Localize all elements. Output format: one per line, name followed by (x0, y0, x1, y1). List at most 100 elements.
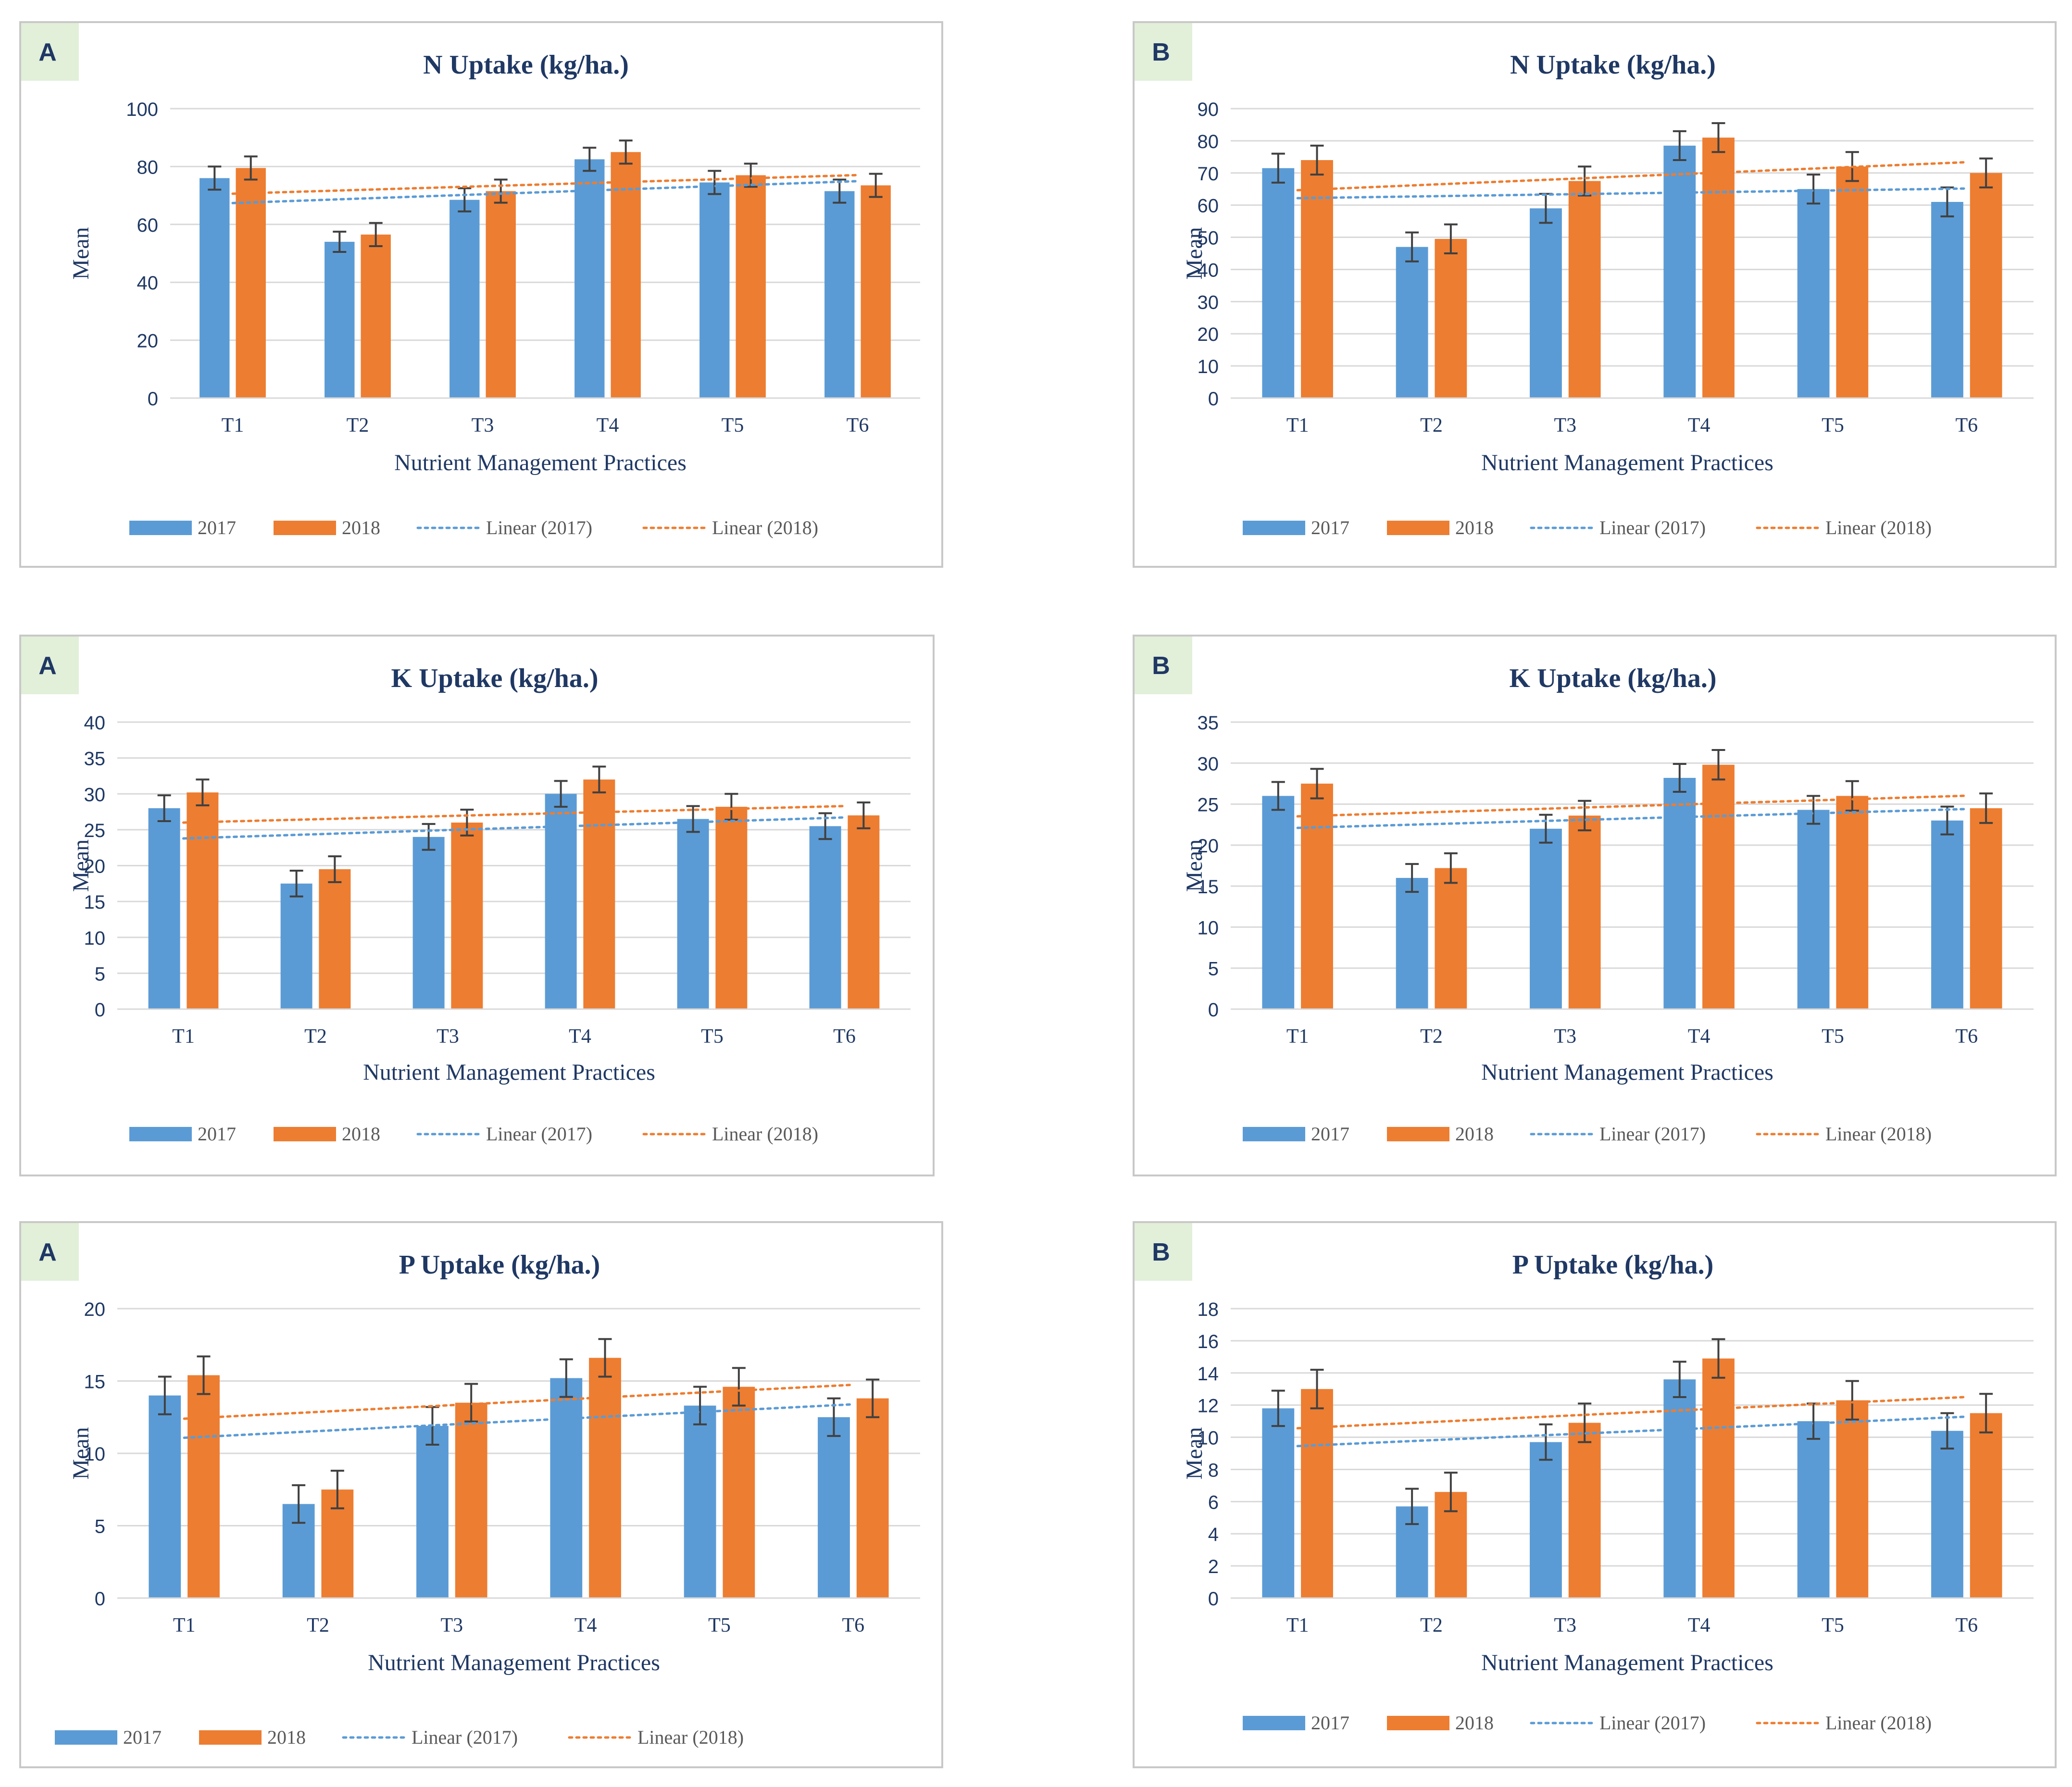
trendline-2018 (231, 174, 859, 195)
bar-2017-t6 (1931, 1431, 1963, 1598)
legend-label: Linear (2018) (1825, 1712, 1932, 1734)
bar-2018-t6 (1970, 1413, 2002, 1598)
x-tick-label: T1 (1286, 1614, 1309, 1637)
panel-label-badge (21, 23, 79, 81)
chart-svg: A K Uptake (kg/ha.) 0 5 10 15 20 25 30 35 40 Mean T1… (21, 637, 911, 1145)
panel-label: B (1152, 38, 1170, 66)
legend-swatch-2018 (199, 1730, 262, 1745)
legend-label: Linear (2017) (486, 1123, 592, 1145)
legend-label: Linear (2018) (637, 1726, 744, 1748)
x-tick-label: T6 (842, 1614, 865, 1637)
y-tick-label: 0 (1208, 1000, 1219, 1021)
y-tick-label: 50 (1198, 228, 1219, 249)
bar-2018-t3 (486, 191, 516, 398)
y-tick-label: 20 (137, 331, 159, 352)
bar-2018-t5 (1836, 166, 1869, 398)
y-tick-label: 10 (1198, 356, 1219, 377)
trendline-2018 (1296, 794, 1968, 818)
y-tick-label: 5 (1208, 959, 1219, 980)
x-tick-label: T3 (437, 1025, 459, 1048)
y-tick-label: 60 (1198, 196, 1219, 217)
legend-label: Linear (2017) (412, 1726, 518, 1748)
x-tick-label: T6 (1956, 414, 1978, 437)
x-tick-label: T3 (1554, 414, 1577, 437)
y-tick-label: 60 (137, 215, 159, 236)
y-tick-label: 16 (1198, 1331, 1219, 1352)
panel-label: A (38, 38, 57, 66)
y-tick-label: 90 (1198, 99, 1219, 120)
legend-label: 2018 (1455, 517, 1494, 538)
bar-2018-t4 (583, 779, 615, 1009)
bar-2018-t2 (319, 869, 351, 1009)
x-tick-label: T4 (1688, 1025, 1710, 1048)
bar-2017-t6 (824, 191, 855, 398)
x-tick-label: T4 (597, 414, 619, 437)
bar-2018-t6 (861, 185, 891, 398)
x-tick-label: T4 (1688, 1614, 1710, 1637)
bar-2018-t1 (1301, 160, 1333, 398)
bar-2017-t4 (574, 159, 605, 398)
y-tick-label: 100 (126, 99, 158, 120)
chart-title: P Uptake (kg/ha.) (1512, 1250, 1714, 1280)
x-axis-label: Nutrient Management Practices (1481, 1060, 1773, 1085)
bar-2017-t3 (1530, 828, 1562, 1009)
x-tick-label: T4 (574, 1614, 597, 1637)
legend-label: Linear (2017) (486, 517, 592, 538)
y-tick-label: 0 (148, 388, 158, 410)
y-tick-label: 15 (1198, 876, 1219, 898)
y-tick-label: 0 (1208, 1588, 1219, 1610)
bar-2018-t1 (187, 1375, 220, 1598)
bar-2017-t3 (412, 837, 445, 1009)
y-tick-label: 40 (1198, 260, 1219, 281)
x-tick-label: T5 (1822, 1614, 1844, 1637)
x-axis-label: Nutrient Management Practices (363, 1060, 655, 1085)
y-tick-label: 18 (1198, 1299, 1219, 1320)
y-tick-label: 80 (137, 157, 159, 178)
x-tick-label: T6 (1956, 1025, 1978, 1048)
bar-2018-t3 (1568, 815, 1601, 1009)
legend-swatch-2017 (1243, 1127, 1305, 1141)
x-tick-label: T4 (1688, 414, 1710, 437)
x-tick-label: T1 (1286, 414, 1309, 437)
panel-label: B (1152, 1238, 1170, 1266)
legend-label: 2017 (1311, 1123, 1349, 1145)
legend-swatch-2017 (55, 1730, 117, 1745)
bar-2017-t5 (1797, 189, 1830, 398)
x-axis-label: Nutrient Management Practices (1481, 450, 1773, 475)
y-tick-label: 25 (84, 820, 106, 841)
bar-2018-t2 (1435, 238, 1467, 398)
trendline-2017 (1296, 187, 1968, 200)
bar-2018-t4 (1702, 764, 1735, 1009)
trendline-2018 (182, 805, 846, 824)
chart-panel-k-uptake-b: B K Uptake (kg/ha.) 0 5 10 15 20 25 30 35 Mean T1 T2… (1133, 635, 2057, 1176)
x-tick-label: T2 (347, 414, 369, 437)
bar-2017-t2 (280, 883, 312, 1009)
y-tick-label: 20 (84, 856, 106, 877)
trendline-2018 (183, 1383, 855, 1420)
bar-2018-t5 (736, 175, 766, 398)
bar-2018-t3 (451, 822, 483, 1009)
trendline-2017 (183, 1403, 855, 1439)
y-tick-label: 5 (95, 963, 105, 985)
bar-2018-t2 (361, 234, 391, 398)
y-tick-label: 70 (1198, 163, 1219, 185)
bar-2017-t2 (1396, 878, 1428, 1009)
trendline-2018 (1296, 1396, 1968, 1430)
legend-swatch-2017 (1243, 521, 1305, 535)
y-tick-label: 0 (95, 1588, 105, 1610)
bar-2018-t4 (1702, 1358, 1735, 1598)
chart-panel-p-uptake-a: A P Uptake (kg/ha.) 0 5 10 15 20 Mean T1 T2 T3 T4 T5… (19, 1221, 943, 1768)
bar-2018-t5 (1836, 796, 1869, 1009)
bar-2017-t1 (148, 808, 180, 1009)
x-tick-label: T3 (1554, 1614, 1577, 1637)
bar-2018-t1 (187, 792, 219, 1009)
bar-2018-t3 (1568, 1423, 1601, 1598)
y-tick-label: 10 (84, 928, 106, 949)
panel-label-badge (1135, 1223, 1192, 1281)
legend-swatch-2018 (274, 521, 336, 535)
bar-2017-t3 (416, 1425, 449, 1598)
legend-swatch-2017 (129, 521, 192, 535)
legend-label: 2018 (1455, 1712, 1494, 1734)
legend-label: 2017 (1311, 517, 1349, 538)
bar-2017-t1 (1262, 796, 1295, 1009)
